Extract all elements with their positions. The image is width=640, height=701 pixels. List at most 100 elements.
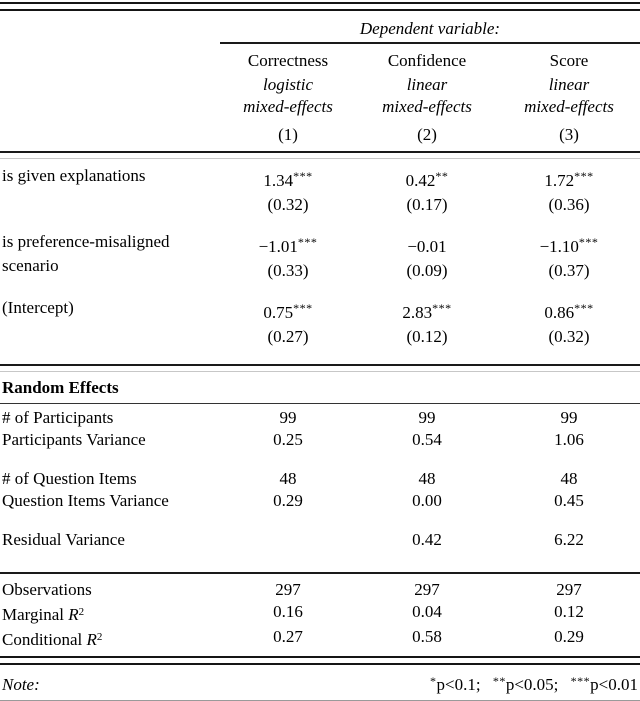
note-label: Note: — [2, 675, 40, 694]
row-participants-variance: Participants Variance 0.25 0.54 1.06 — [0, 429, 640, 451]
estimate-cell: 1.34*** — [263, 169, 313, 190]
dependent-variable-row: Dependent variable: — [0, 11, 640, 42]
value-cell: 0.45 — [554, 491, 584, 510]
estimate-cell: 1.72*** — [544, 169, 594, 190]
std-error-cell: (0.32) — [267, 195, 309, 214]
row-num-question-items: # of Question Items 48 48 48 — [0, 468, 640, 490]
top-rule — [0, 2, 640, 11]
sig-code-3: ***p<0.01 — [570, 674, 638, 694]
value-cell: 99 — [279, 408, 297, 427]
value-cell: 0.12 — [554, 602, 584, 621]
value-cell: 0.16 — [273, 602, 303, 621]
estimate-cell: −1.01*** — [258, 235, 318, 256]
random-effects-rows: # of Participants 99 99 99 Participants … — [0, 404, 640, 572]
coef-cell: 0.86*** (0.32) — [498, 296, 640, 349]
header-body-rule — [0, 151, 640, 159]
column-numbers-row: (1) (2) (3) — [0, 118, 640, 151]
coef-row-is-given-explanations: is given explanations 1.34*** (0.32) 0.4… — [0, 164, 640, 217]
model-type-correctness: logistic mixed-effects — [243, 75, 333, 116]
value-cell: 0.27 — [273, 627, 303, 646]
value-cell: 297 — [414, 580, 440, 599]
value-cell: 48 — [560, 469, 578, 488]
coef-cell: −1.01*** (0.33) — [220, 230, 356, 283]
estimate-cell: 0.42** — [405, 169, 449, 190]
significance-stars: ** — [435, 169, 449, 183]
coef-cell: 1.34*** (0.32) — [220, 164, 356, 217]
sig-code-2: **p<0.05; — [492, 674, 559, 694]
random-effects-title-rule — [0, 403, 640, 404]
coef-cell: −1.10*** (0.37) — [498, 230, 640, 283]
estimate-cell: 2.83*** — [402, 301, 452, 322]
significance-stars: *** — [297, 235, 318, 249]
value-cell: 0.25 — [273, 430, 303, 449]
column-number-2: (2) — [417, 125, 437, 144]
value-cell: 0.04 — [412, 602, 442, 621]
std-error-cell: (0.33) — [267, 261, 309, 280]
coef-row-intercept: (Intercept) 0.75*** (0.27) 2.83*** (0.12… — [0, 296, 640, 349]
row-question-items-variance: Question Items Variance 0.29 0.00 0.45 — [0, 490, 640, 512]
estimate-cell: −0.01 — [407, 237, 447, 256]
stats-section: Observations 297 297 297 Marginal R2 0.1… — [0, 574, 640, 656]
significance-stars: *** — [578, 235, 599, 249]
stats-top-rule — [0, 572, 640, 574]
dependent-variable-label: Dependent variable: — [359, 19, 501, 38]
note-row: Note: *p<0.1; **p<0.05; ***p<0.01 — [0, 665, 640, 700]
significance-stars: *** — [293, 169, 313, 183]
row-conditional-r2: Conditional R2 0.27 0.58 0.29 — [0, 626, 640, 651]
coef-label: (Intercept) — [2, 298, 74, 317]
significance-stars: *** — [574, 301, 594, 315]
significance-codes: *p<0.1; **p<0.05; ***p<0.01 — [422, 670, 638, 696]
column-number-3: (3) — [559, 125, 579, 144]
value-cell: 0.29 — [554, 627, 584, 646]
row-marginal-r2: Marginal R2 0.16 0.04 0.12 — [0, 601, 640, 626]
significance-stars: *** — [432, 301, 452, 315]
model-type-score: linear mixed-effects — [524, 75, 614, 116]
value-cell: 0.54 — [412, 430, 442, 449]
std-error-cell: (0.37) — [548, 261, 590, 280]
estimate-cell: −1.10*** — [539, 235, 599, 256]
std-error-cell: (0.12) — [406, 327, 448, 346]
section-header-random-effects: Random Effects — [2, 378, 119, 397]
coef-cell: 0.75*** (0.27) — [220, 296, 356, 349]
row-label: Marginal R2 — [2, 605, 85, 624]
significance-stars: *** — [574, 169, 594, 183]
coef-row-preference-misaligned: is preference-misaligned scenario −1.01*… — [0, 230, 640, 283]
coef-label: is preference-misaligned scenario — [2, 232, 170, 275]
significance-stars: *** — [293, 301, 313, 315]
value-cell: 48 — [279, 469, 297, 488]
column-header-score: Score — [549, 51, 589, 70]
row-num-participants: # of Participants 99 99 99 — [0, 407, 640, 429]
row-label: Residual Variance — [2, 530, 125, 549]
coef-cell: 2.83*** (0.12) — [356, 296, 498, 349]
estimate-cell: 0.86*** — [544, 301, 594, 322]
coef-label: is given explanations — [2, 166, 146, 185]
row-label: Question Items Variance — [2, 491, 169, 510]
std-error-cell: (0.32) — [548, 327, 590, 346]
row-label: Participants Variance — [2, 430, 146, 449]
value-cell: 0.29 — [273, 491, 303, 510]
column-header-confidence: Confidence — [387, 51, 467, 70]
random-effects-top-rule — [0, 364, 640, 372]
row-label: # of Participants — [2, 408, 114, 427]
row-label: Conditional R2 — [2, 630, 103, 649]
std-error-cell: (0.17) — [406, 195, 448, 214]
std-error-cell: (0.27) — [267, 327, 309, 346]
row-label: # of Question Items — [2, 469, 137, 488]
value-cell: 6.22 — [554, 530, 584, 549]
value-cell: 0.58 — [412, 627, 442, 646]
value-cell: 99 — [418, 408, 436, 427]
value-cell: 297 — [275, 580, 301, 599]
value-cell: 0.00 — [412, 491, 442, 510]
model-type-confidence: linear mixed-effects — [382, 75, 472, 116]
sig-code-1: *p<0.1; — [430, 674, 481, 694]
bottom-double-rule — [0, 656, 640, 665]
coef-cell: 0.42** (0.17) — [356, 164, 498, 217]
std-error-cell: (0.36) — [548, 195, 590, 214]
column-names-row: Correctness Confidence Score — [0, 44, 640, 73]
row-observations: Observations 297 297 297 — [0, 579, 640, 601]
column-number-1: (1) — [278, 125, 298, 144]
value-cell: 1.06 — [554, 430, 584, 449]
row-label: Observations — [2, 580, 92, 599]
estimate-cell: 0.75*** — [263, 301, 313, 322]
